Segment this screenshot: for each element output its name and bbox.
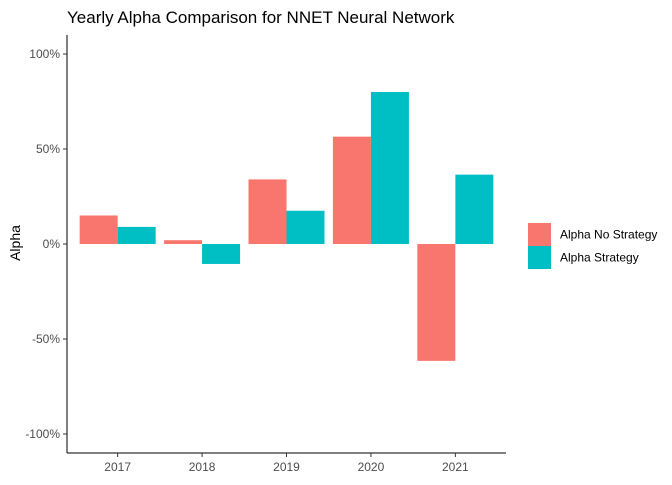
bar-alpha-strategy-2020: [370, 92, 409, 244]
bar-alpha-no-strategy-2021: [417, 244, 456, 361]
bar-alpha-strategy-2019: [286, 210, 325, 244]
legend-label: Alpha Strategy: [560, 251, 639, 265]
bar-alpha-strategy-2018: [202, 244, 241, 264]
chart-title: Yearly Alpha Comparison for NNET Neural …: [67, 8, 455, 27]
x-tick-label: 2019: [273, 460, 300, 474]
legend-key-alpha-no-strategy: [528, 223, 551, 246]
bar-alpha-strategy-2017: [117, 226, 156, 244]
ticks-layer: -100% -50% 0% 50% 100% 2017 2018 2019 2020 2021: [25, 47, 469, 474]
legend-key-alpha-strategy: [528, 246, 551, 269]
y-tick-label: -50%: [32, 332, 60, 346]
bar-alpha-no-strategy-2018: [164, 240, 203, 244]
x-tick-label: 2021: [442, 460, 469, 474]
x-tick-label: 2018: [189, 460, 216, 474]
y-tick-label: 0%: [43, 237, 61, 251]
y-axis-label: Alpha: [7, 225, 23, 261]
y-tick-label: 100%: [29, 47, 60, 61]
x-tick-label: 2020: [358, 460, 385, 474]
bar-alpha-no-strategy-2020: [332, 136, 371, 244]
bar-alpha-no-strategy-2019: [248, 179, 287, 244]
y-tick-label: -100%: [25, 427, 60, 441]
legend-label: Alpha No Strategy: [560, 228, 657, 242]
legend: Alpha No Strategy Alpha Strategy: [528, 223, 657, 269]
x-tick-label: 2017: [104, 460, 131, 474]
bar-alpha-strategy-2021: [455, 174, 494, 244]
bars-layer: [79, 92, 494, 361]
bar-alpha-no-strategy-2017: [79, 215, 118, 244]
y-tick-label: 50%: [36, 142, 60, 156]
